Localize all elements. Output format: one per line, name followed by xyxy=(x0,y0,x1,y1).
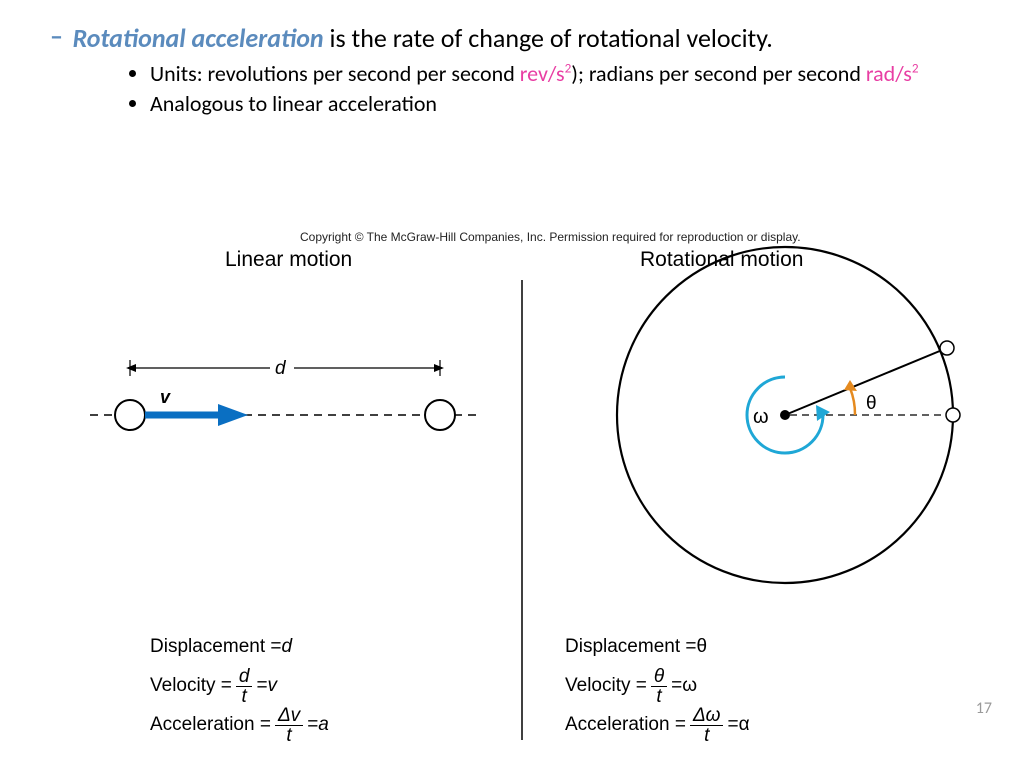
rot-acc-row: Acceleration = Δωt = α xyxy=(565,706,750,745)
rot-end-horiz xyxy=(946,408,960,422)
linear-ball-right xyxy=(425,400,455,430)
linear-acc-row: Acceleration = Δvt = a xyxy=(150,706,329,745)
d-bracket-right-arrow xyxy=(434,364,444,372)
d-label: d xyxy=(275,358,287,379)
heading-line: – Rotational acceleration is the rate of… xyxy=(50,22,1014,54)
heading-dash: – xyxy=(50,20,69,52)
rotational-equations: Displacement = θ Velocity = θt = ω Accel… xyxy=(565,628,750,745)
theta-arc xyxy=(850,388,855,415)
page-number: 17 xyxy=(976,699,992,718)
rot-disp-row: Displacement = θ xyxy=(565,628,750,667)
bullet-1: Units: revolutions per second per second… xyxy=(150,60,1014,88)
linear-equations: Displacement = d Velocity = dt = v Accel… xyxy=(150,628,329,745)
linear-disp-row: Displacement = d xyxy=(150,628,329,667)
linear-ball-left xyxy=(115,400,145,430)
bullet-list: Units: revolutions per second per second… xyxy=(110,60,1014,117)
heading-term: Rotational acceleration xyxy=(73,22,324,54)
rot-end-angled xyxy=(940,341,954,355)
theta-label: θ xyxy=(866,393,877,414)
velocity-arrow-head xyxy=(218,404,248,426)
omega-label: ω xyxy=(753,406,769,428)
d-bracket-left-arrow xyxy=(126,364,136,372)
rot-center-dot xyxy=(780,410,790,420)
rot-vel-row: Velocity = θt = ω xyxy=(565,667,750,706)
heading-rest: is the rate of change of rotational velo… xyxy=(324,22,773,54)
v-label: v xyxy=(160,387,171,407)
figure: Copyright © The McGraw-Hill Companies, I… xyxy=(0,220,1024,740)
bullet-2: Analogous to linear acceleration xyxy=(150,90,1014,118)
linear-vel-row: Velocity = dt = v xyxy=(150,667,329,706)
